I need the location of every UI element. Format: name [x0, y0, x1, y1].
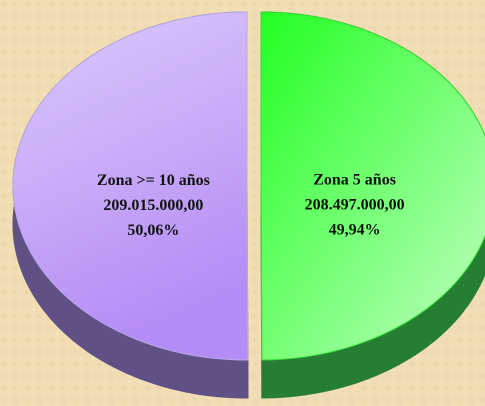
slice-percent: 50,06%: [127, 222, 179, 239]
slice-value: 209.015.000,00: [103, 197, 203, 214]
slice-value: 208.497.000,00: [305, 197, 405, 214]
slice-percent: 49,94%: [329, 222, 381, 239]
slice: [260, 11, 485, 361]
slice-label: Zona 5 años: [313, 172, 396, 189]
slice-label: Zona >= 10 años: [97, 172, 210, 189]
slice: [12, 11, 249, 361]
